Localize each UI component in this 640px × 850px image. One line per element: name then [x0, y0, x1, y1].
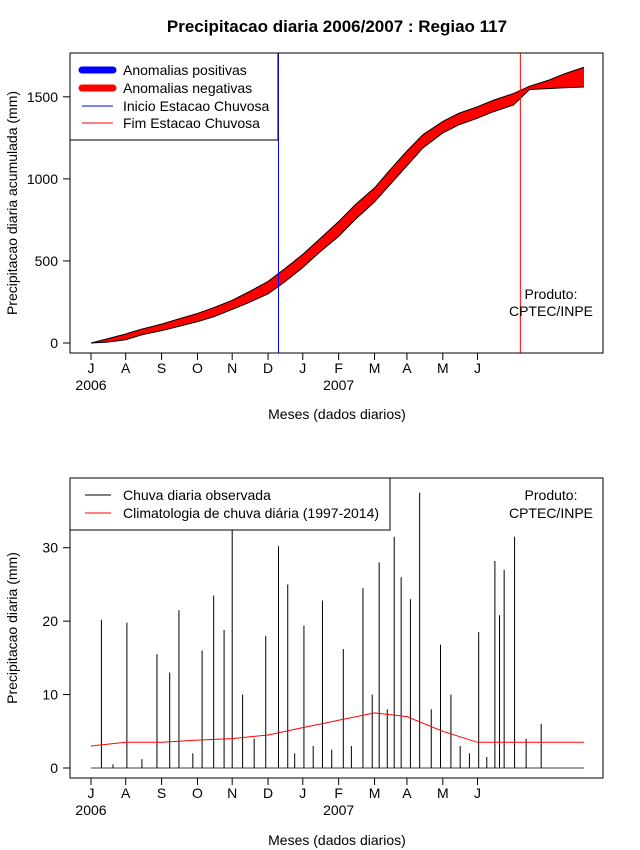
x-tick-label: N	[227, 360, 237, 376]
y-axis-label: Precipitacao diaria (mm)	[4, 552, 20, 704]
x-tick-label: S	[157, 360, 166, 376]
x-tick-label: M	[437, 360, 449, 376]
legend-label-climatology: Climatologia de chuva diária (1997-2014)	[123, 505, 379, 521]
x-tick-label: J	[299, 360, 306, 376]
year-label: 2007	[323, 377, 354, 393]
legend-box	[69, 477, 391, 531]
legend-label-negative: Anomalias negativas	[123, 80, 252, 96]
y-axis-label: Precipitacao diaria acumulada (mm)	[4, 91, 20, 315]
product-source: CPTEC/INPE	[509, 505, 593, 521]
y-tick-label: 500	[35, 253, 59, 269]
x-tick-label: D	[263, 785, 273, 801]
y-tick-label: 30	[42, 540, 58, 556]
y-tick-label: 1500	[27, 89, 58, 105]
x-tick-label: D	[263, 360, 273, 376]
x-tick-label: A	[121, 360, 131, 376]
climatology-cumulative-line	[90, 66, 585, 344]
x-tick-label: A	[402, 785, 412, 801]
observed-cumulative-line	[90, 86, 585, 344]
product-source: CPTEC/INPE	[509, 303, 593, 319]
product-label: Produto:	[525, 286, 578, 302]
y-tick-label: 0	[50, 760, 58, 776]
x-tick-label: M	[369, 785, 381, 801]
year-label: 2007	[323, 802, 354, 818]
legend: Anomalias positivas Anomalias negativas …	[69, 52, 279, 141]
x-tick-label: S	[157, 785, 166, 801]
x-tick-label: J	[299, 785, 306, 801]
x-tick-label: F	[334, 360, 343, 376]
figure-title: Precipitacao diaria 2006/2007 : Regiao 1…	[167, 17, 507, 36]
x-tick-label: N	[227, 785, 237, 801]
y-tick-label: 10	[42, 687, 58, 703]
x-tick-label: A	[121, 785, 131, 801]
x-tick-label: F	[334, 785, 343, 801]
x-tick-label: M	[369, 360, 381, 376]
legend-label-observed: Chuva diaria observada	[123, 487, 271, 503]
x-tick-label: J	[474, 785, 481, 801]
product-label: Produto:	[525, 487, 578, 503]
y-tick-label: 20	[42, 613, 58, 629]
legend: Chuva diaria observada Climatologia de c…	[69, 477, 391, 531]
y-tick-label: 0	[50, 335, 58, 351]
x-tick-label: A	[402, 360, 412, 376]
x-tick-label: M	[437, 785, 449, 801]
x-axis-label: Meses (dados diarios)	[268, 406, 406, 422]
legend-label-onset: Inicio Estacao Chuvosa	[123, 98, 270, 114]
x-tick-label: J	[474, 360, 481, 376]
y-tick-label: 1000	[27, 171, 58, 187]
x-tick-label: J	[88, 360, 95, 376]
x-tick-label: O	[192, 785, 203, 801]
legend-label-positive: Anomalias positivas	[123, 62, 247, 78]
climatology-daily-line	[90, 712, 584, 747]
x-tick-label: O	[192, 360, 203, 376]
year-label: 2006	[75, 377, 106, 393]
year-label: 2006	[75, 802, 106, 818]
x-axis-label: Meses (dados diarios)	[268, 832, 406, 848]
legend-label-end: Fim Estacao Chuvosa	[123, 115, 260, 131]
x-tick-label: J	[88, 785, 95, 801]
